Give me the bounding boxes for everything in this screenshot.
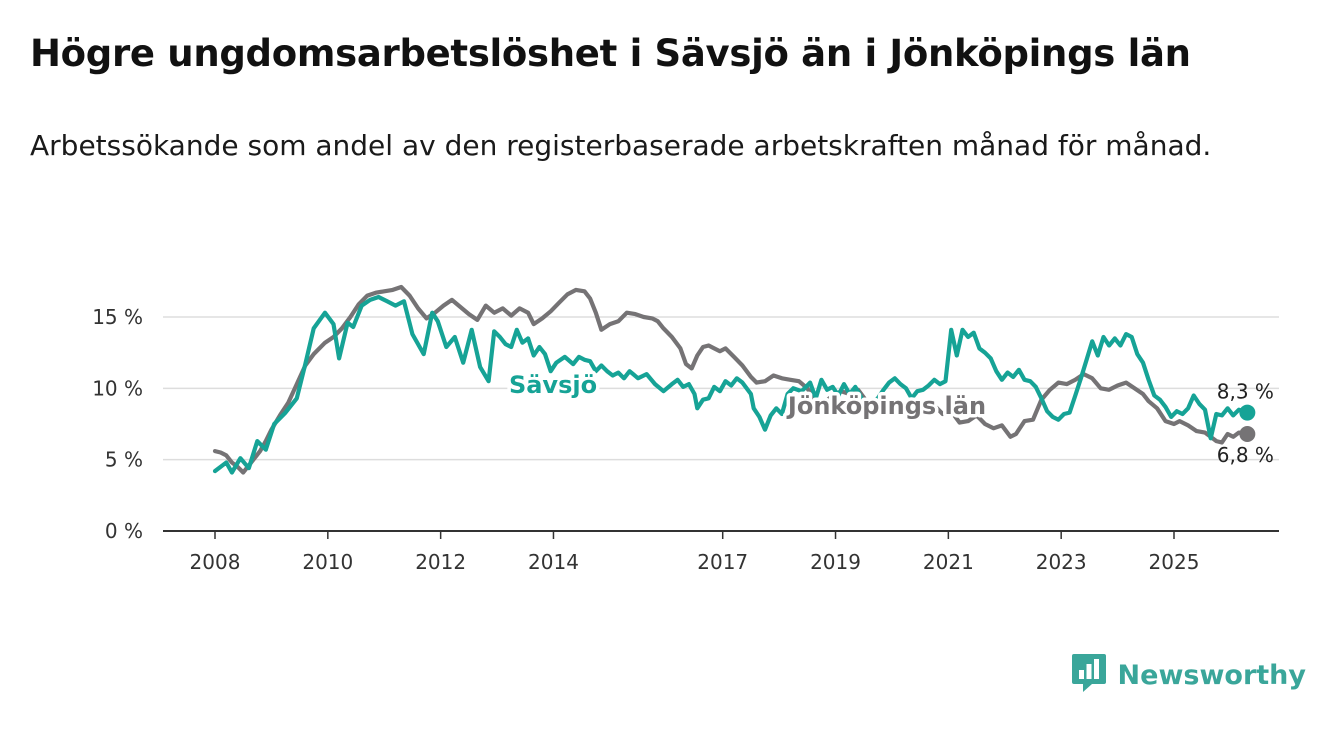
y-tick-label: 5 % [105, 448, 143, 472]
y-tick-label: 0 % [105, 519, 143, 543]
series-labels: 8,3 % 6,8 % Sävsjö Jönköpings län [505, 368, 1274, 467]
x-tick-label: 2021 [923, 550, 974, 574]
end-label-jonkoping: 6,8 % [1217, 443, 1274, 467]
series-label-savsjo: Sävsjö [509, 371, 597, 399]
newsworthy-logo-icon [1070, 652, 1108, 698]
end-point-jonkoping [1239, 425, 1256, 442]
x-tick-label: 2019 [810, 550, 861, 574]
y-tick-label: 10 % [92, 376, 143, 400]
gridlines [163, 316, 1279, 532]
x-tick-label: 2014 [528, 550, 579, 574]
x-axis-ticks: 2008 2010 2012 2014 2017 2019 2021 2023 2025 [190, 531, 1200, 574]
series-lines [212, 284, 1256, 475]
x-tick-label: 2017 [697, 550, 748, 574]
x-tick-label: 2008 [190, 550, 241, 574]
series-line-jonkoping [212, 284, 1250, 475]
series-line-savsjo [212, 294, 1250, 475]
end-point-savsjo [1239, 404, 1256, 421]
chart-subtitle: Arbetssökande som andel av den registerb… [30, 129, 1212, 162]
series-label-jonkoping: Jönköpings län [786, 392, 986, 420]
brand-logo: Newsworthy [1070, 652, 1306, 698]
chart-title: Högre ungdomsarbetslöshet i Sävsjö än i … [30, 32, 1191, 75]
y-axis-ticks: 0 % 5 % 10 % 15 % [92, 305, 143, 543]
x-tick-label: 2023 [1036, 550, 1087, 574]
x-tick-label: 2025 [1149, 550, 1200, 574]
x-tick-label: 2012 [415, 550, 466, 574]
end-label-savsjo: 8,3 % [1217, 380, 1274, 404]
x-tick-label: 2010 [302, 550, 353, 574]
y-tick-label: 15 % [92, 305, 143, 329]
brand-name: Newsworthy [1117, 659, 1306, 691]
